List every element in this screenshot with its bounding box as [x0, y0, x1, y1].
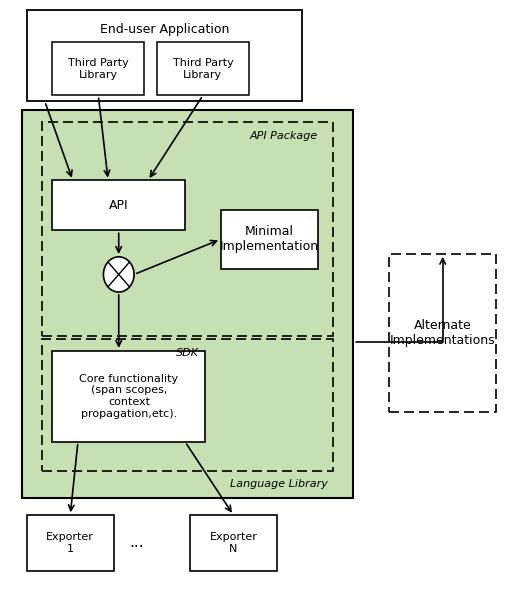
FancyBboxPatch shape	[52, 181, 185, 231]
Text: SDK: SDK	[176, 348, 199, 358]
Text: ...: ...	[129, 535, 144, 550]
Text: API: API	[109, 199, 129, 212]
Text: Minimal
Implementation: Minimal Implementation	[220, 225, 319, 253]
Text: API Package: API Package	[249, 130, 318, 140]
Text: Third Party
Library: Third Party Library	[68, 58, 129, 80]
Text: Third Party
Library: Third Party Library	[172, 58, 233, 80]
FancyBboxPatch shape	[27, 515, 114, 571]
FancyBboxPatch shape	[190, 515, 277, 571]
FancyBboxPatch shape	[42, 122, 333, 336]
Circle shape	[104, 257, 134, 292]
FancyBboxPatch shape	[52, 351, 206, 442]
Text: Core functionality
(span scopes,
context
propagation,etc).: Core functionality (span scopes, context…	[80, 374, 179, 419]
Text: Language Library: Language Library	[230, 478, 328, 489]
FancyBboxPatch shape	[22, 110, 353, 497]
FancyBboxPatch shape	[27, 10, 303, 101]
FancyBboxPatch shape	[52, 42, 144, 96]
Text: Alternate
Implementations: Alternate Implementations	[390, 319, 496, 347]
FancyBboxPatch shape	[221, 210, 318, 268]
Text: Exporter
1: Exporter 1	[46, 532, 94, 554]
FancyBboxPatch shape	[389, 254, 496, 412]
Text: Exporter
N: Exporter N	[210, 532, 258, 554]
FancyBboxPatch shape	[42, 339, 333, 471]
FancyBboxPatch shape	[157, 42, 249, 96]
Text: End-user Application: End-user Application	[100, 23, 229, 36]
